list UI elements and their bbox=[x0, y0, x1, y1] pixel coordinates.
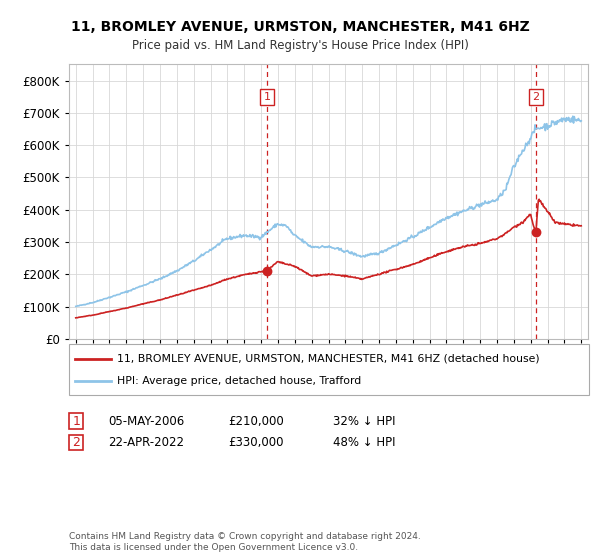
Text: £330,000: £330,000 bbox=[228, 436, 284, 449]
Text: Price paid vs. HM Land Registry's House Price Index (HPI): Price paid vs. HM Land Registry's House … bbox=[131, 39, 469, 52]
Text: Contains HM Land Registry data © Crown copyright and database right 2024.
This d: Contains HM Land Registry data © Crown c… bbox=[69, 532, 421, 552]
Text: 1: 1 bbox=[263, 92, 271, 102]
Text: HPI: Average price, detached house, Trafford: HPI: Average price, detached house, Traf… bbox=[117, 376, 361, 386]
Text: 11, BROMLEY AVENUE, URMSTON, MANCHESTER, M41 6HZ: 11, BROMLEY AVENUE, URMSTON, MANCHESTER,… bbox=[71, 20, 529, 34]
Text: 11, BROMLEY AVENUE, URMSTON, MANCHESTER, M41 6HZ (detached house): 11, BROMLEY AVENUE, URMSTON, MANCHESTER,… bbox=[117, 353, 539, 363]
Text: 48% ↓ HPI: 48% ↓ HPI bbox=[333, 436, 395, 449]
Text: 2: 2 bbox=[72, 436, 80, 449]
Text: 2: 2 bbox=[532, 92, 539, 102]
Point bbox=[531, 228, 541, 237]
Text: £210,000: £210,000 bbox=[228, 414, 284, 428]
Text: 05-MAY-2006: 05-MAY-2006 bbox=[108, 414, 184, 428]
Text: 22-APR-2022: 22-APR-2022 bbox=[108, 436, 184, 449]
Text: 1: 1 bbox=[72, 414, 80, 428]
Text: 32% ↓ HPI: 32% ↓ HPI bbox=[333, 414, 395, 428]
Point bbox=[262, 267, 272, 276]
